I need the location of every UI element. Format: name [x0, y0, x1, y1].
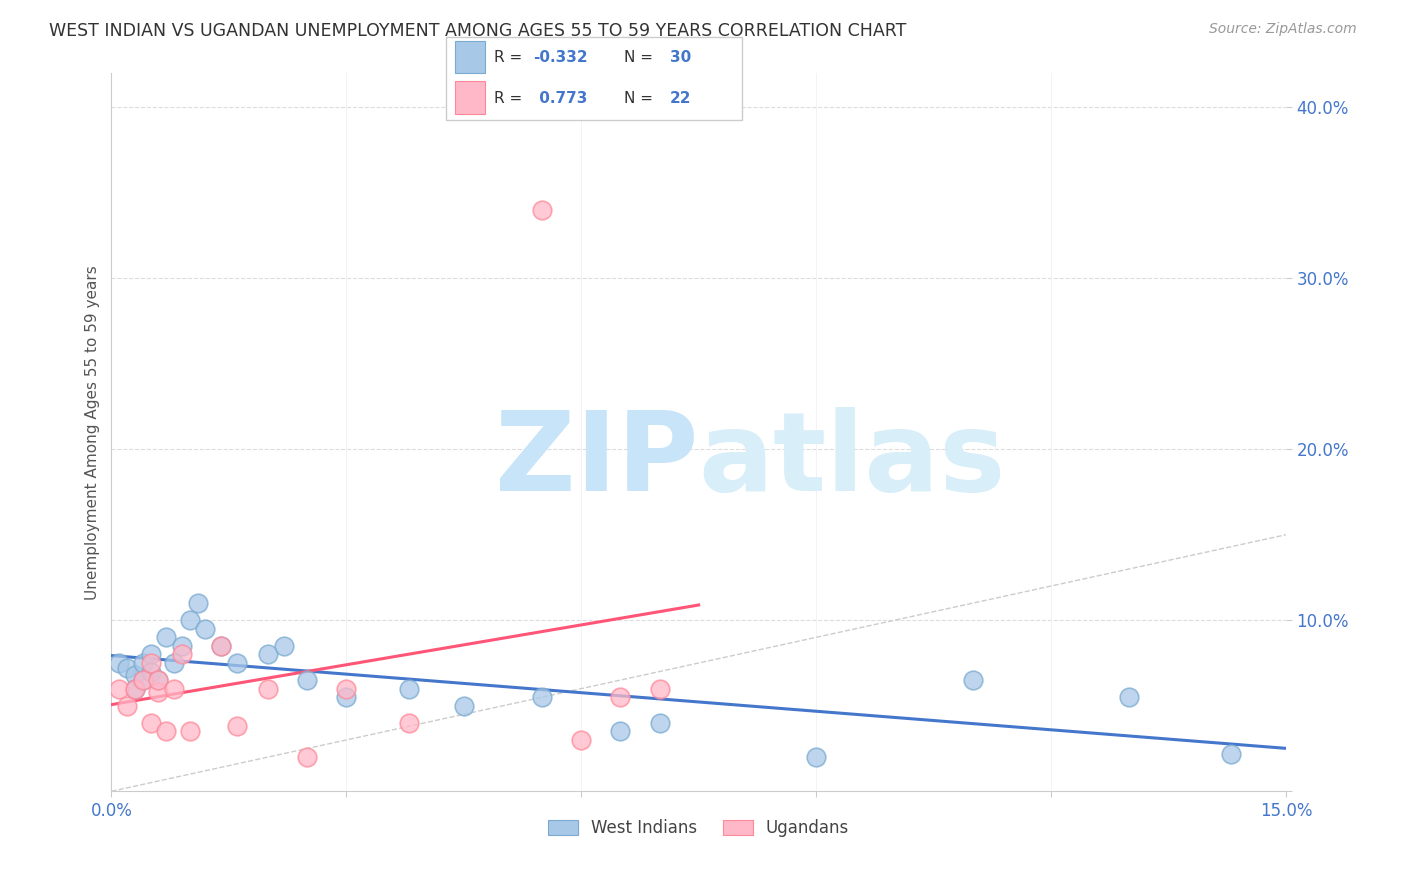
- Point: [531, 202, 554, 217]
- Point: [132, 656, 155, 670]
- Text: R =: R =: [495, 50, 527, 65]
- Point: [170, 639, 193, 653]
- Text: Source: ZipAtlas.com: Source: ZipAtlas.com: [1209, 22, 1357, 37]
- Point: [453, 698, 475, 713]
- Point: [209, 639, 232, 653]
- Legend: West Indians, Ugandans: West Indians, Ugandans: [541, 813, 856, 844]
- Point: [962, 673, 984, 687]
- Point: [132, 673, 155, 687]
- Point: [1118, 690, 1140, 705]
- Point: [186, 596, 208, 610]
- Point: [148, 685, 170, 699]
- Y-axis label: Unemployment Among Ages 55 to 59 years: Unemployment Among Ages 55 to 59 years: [86, 265, 100, 599]
- Point: [257, 648, 280, 662]
- Text: R =: R =: [495, 91, 527, 106]
- Point: [163, 656, 186, 670]
- Point: [179, 724, 201, 739]
- Point: [155, 724, 177, 739]
- Bar: [456, 41, 485, 73]
- Point: [225, 656, 247, 670]
- Point: [335, 690, 357, 705]
- Point: [335, 681, 357, 696]
- Point: [648, 681, 671, 696]
- Point: [398, 681, 420, 696]
- Point: [257, 681, 280, 696]
- Point: [398, 715, 420, 730]
- Point: [155, 631, 177, 645]
- Text: -0.332: -0.332: [534, 50, 588, 65]
- Point: [194, 622, 217, 636]
- Point: [108, 656, 131, 670]
- Point: [609, 690, 631, 705]
- Text: ZIP: ZIP: [495, 408, 699, 515]
- Point: [569, 733, 592, 747]
- Bar: [456, 81, 485, 113]
- Point: [115, 698, 138, 713]
- Point: [148, 673, 170, 687]
- Point: [115, 661, 138, 675]
- Point: [139, 715, 162, 730]
- Point: [124, 668, 146, 682]
- Text: 30: 30: [669, 50, 690, 65]
- Point: [132, 673, 155, 687]
- Text: N =: N =: [624, 91, 658, 106]
- Point: [209, 639, 232, 653]
- Point: [225, 719, 247, 733]
- Point: [648, 715, 671, 730]
- Point: [139, 648, 162, 662]
- Point: [531, 690, 554, 705]
- Point: [108, 681, 131, 696]
- Text: atlas: atlas: [699, 408, 1007, 515]
- Point: [1220, 747, 1243, 761]
- Point: [804, 750, 827, 764]
- Point: [163, 681, 186, 696]
- Point: [170, 648, 193, 662]
- Point: [124, 681, 146, 696]
- Point: [179, 613, 201, 627]
- Point: [148, 673, 170, 687]
- Text: 0.773: 0.773: [534, 91, 586, 106]
- Point: [609, 724, 631, 739]
- Text: 22: 22: [669, 91, 692, 106]
- Point: [295, 673, 318, 687]
- Text: WEST INDIAN VS UGANDAN UNEMPLOYMENT AMONG AGES 55 TO 59 YEARS CORRELATION CHART: WEST INDIAN VS UGANDAN UNEMPLOYMENT AMON…: [49, 22, 907, 40]
- Point: [273, 639, 295, 653]
- Point: [295, 750, 318, 764]
- FancyBboxPatch shape: [446, 37, 742, 120]
- Text: N =: N =: [624, 50, 658, 65]
- Point: [139, 656, 162, 670]
- Point: [124, 681, 146, 696]
- Point: [139, 665, 162, 679]
